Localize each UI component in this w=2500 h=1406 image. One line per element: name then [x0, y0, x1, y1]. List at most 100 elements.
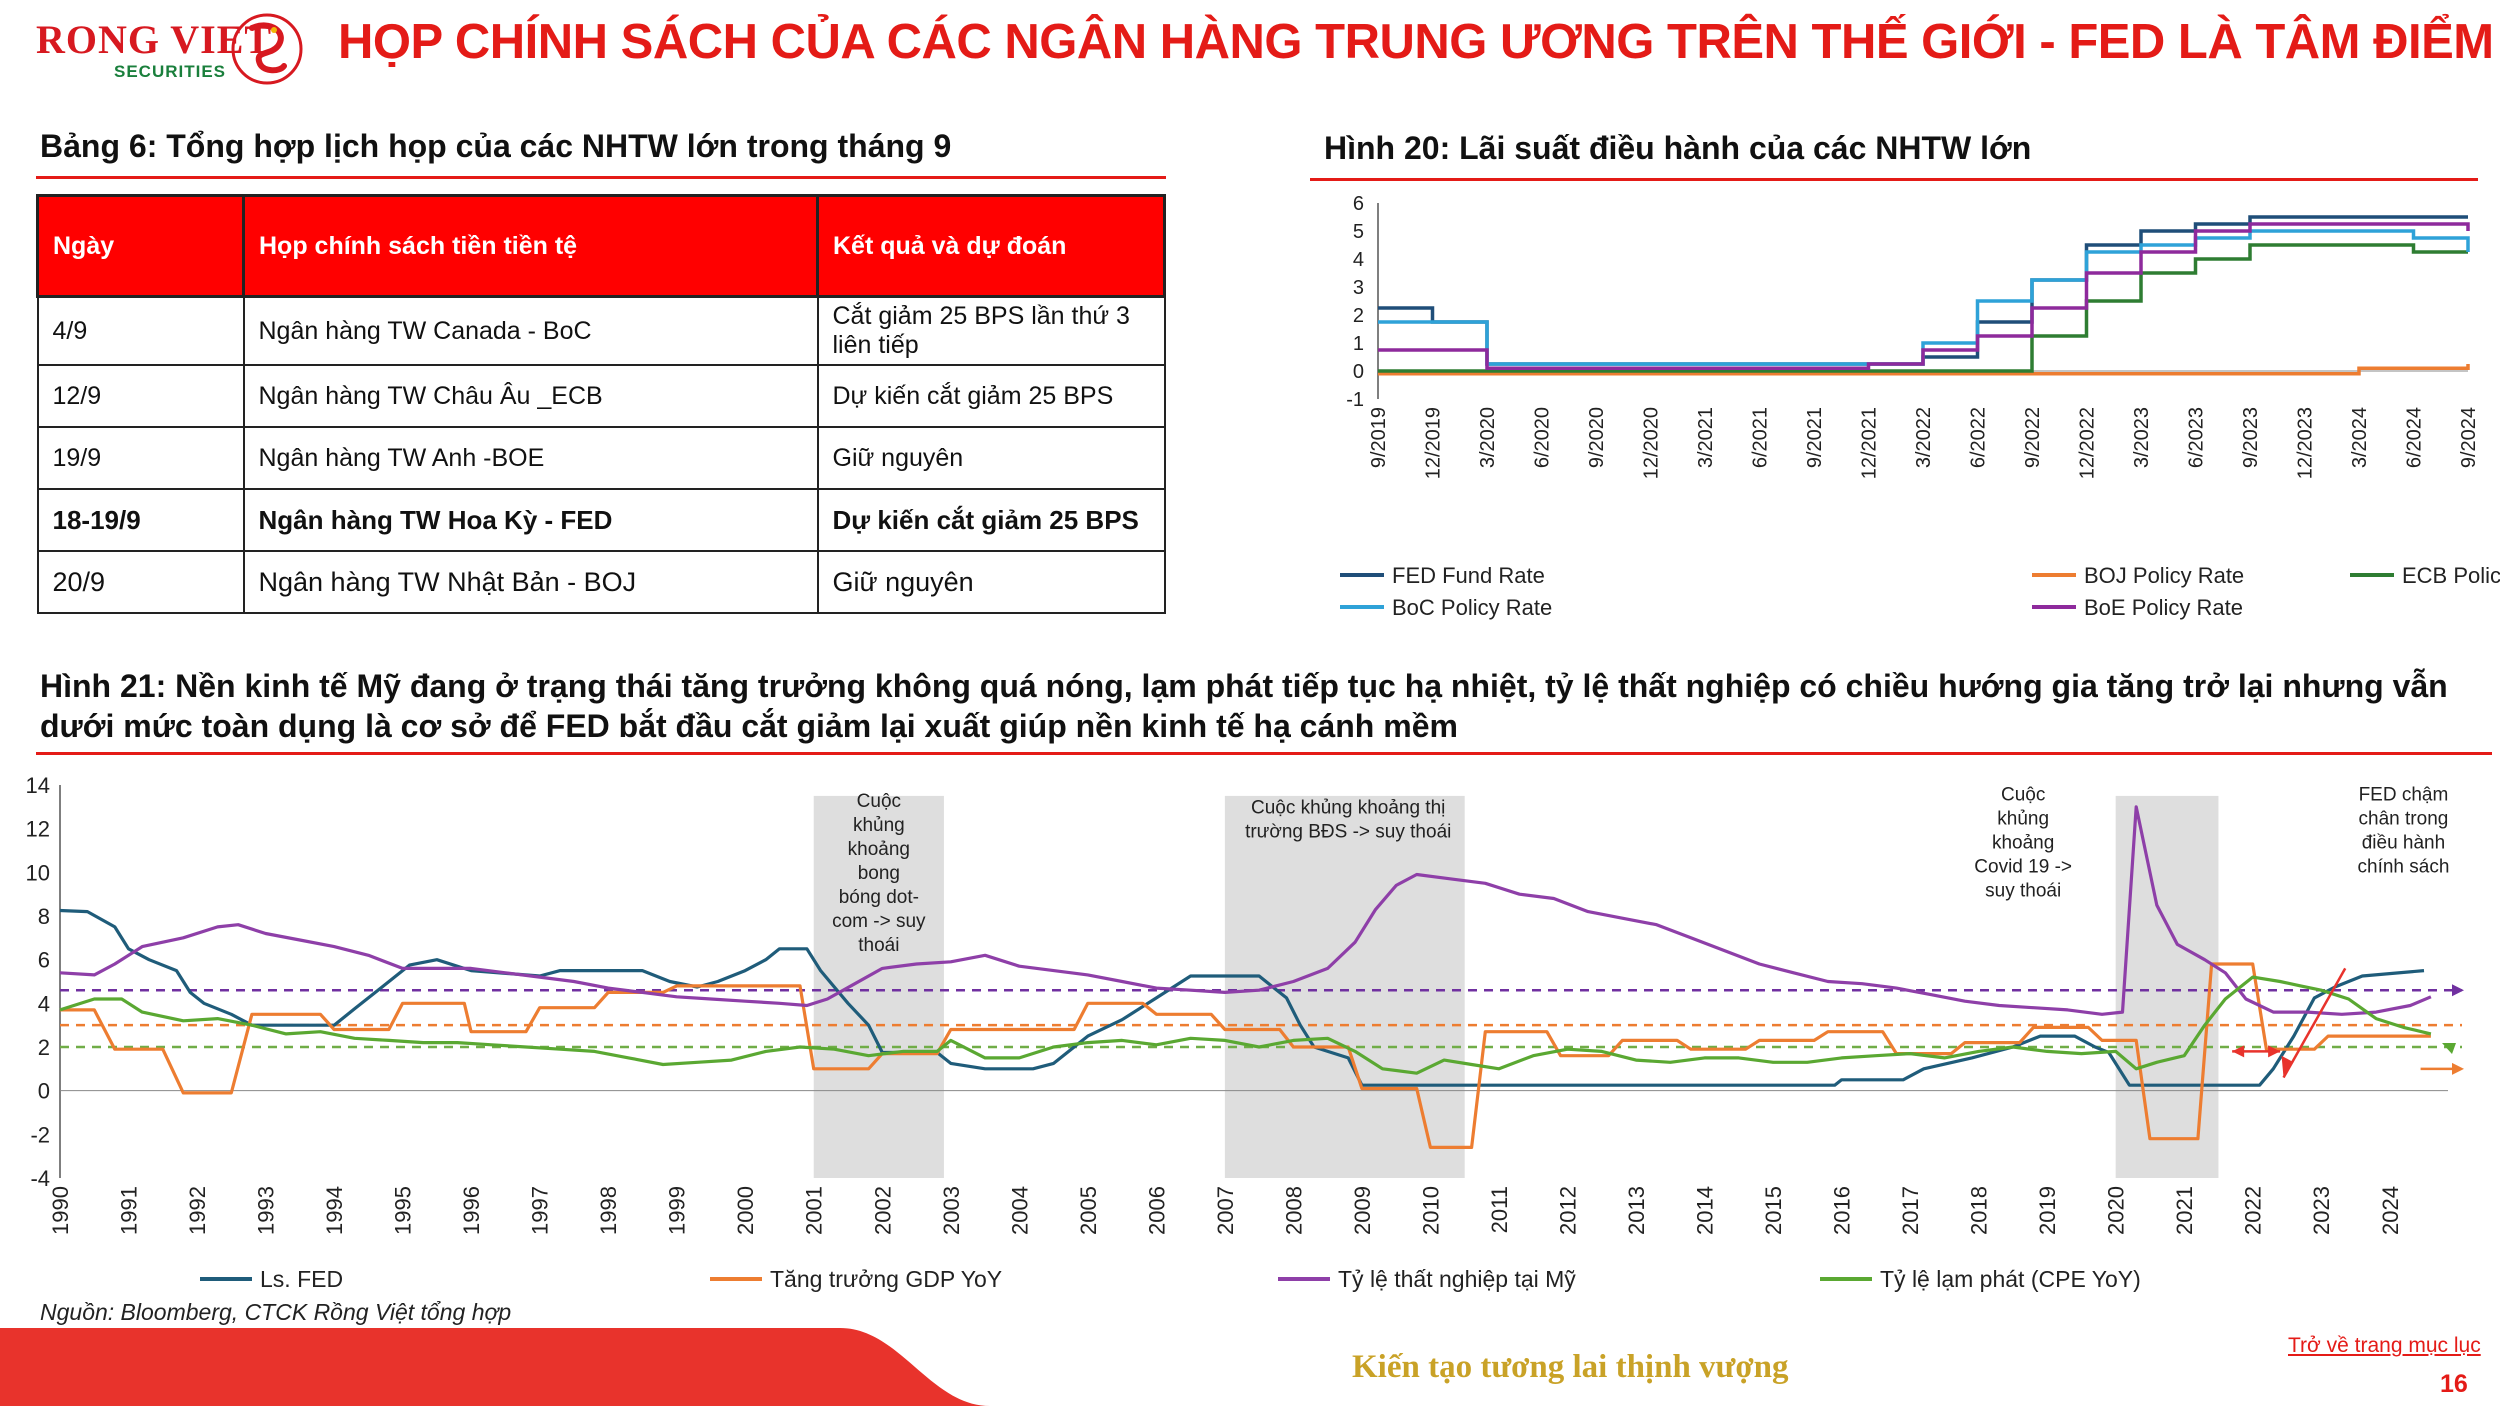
table-row: 4/9 Ngân hàng TW Canada - BoC Cắt giảm 2… — [36, 295, 1166, 366]
legend-label: FED Fund Rate — [1392, 563, 1545, 588]
x-tick-label: 12/2022 — [2077, 407, 2099, 479]
annotation-2: Cuộc khủng khoảng Covid 19 -> suy thoái — [1974, 784, 2072, 901]
table-cell: 20/9 — [36, 550, 245, 614]
table-cell: Giữ nguyên — [816, 426, 1166, 490]
x-tick-label: 2002 — [870, 1186, 895, 1235]
fig21-title-line2: dưới mức toàn dụng là cơ sở để FED bắt đ… — [40, 708, 1458, 744]
table-cell: Cắt giảm 25 BPS lần thứ 3 liên tiếp — [816, 295, 1166, 366]
x-tick-label: 2020 — [2104, 1186, 2129, 1235]
x-tick-label: 1998 — [596, 1186, 621, 1235]
table-cell: 19/9 — [36, 426, 245, 490]
y-tick-label: 0 — [1353, 361, 1364, 383]
y-tick-label: 2 — [38, 1035, 50, 1060]
table-row: 19/9 Ngân hàng TW Anh -BOE Giữ nguyên — [36, 426, 1166, 490]
x-tick-label: 3/2021 — [1695, 407, 1717, 468]
table-cell: Ngân hàng TW Hoa Kỳ - FED — [242, 488, 819, 552]
y-tick-label: 3 — [1353, 277, 1364, 299]
x-tick-label: 6/2021 — [1750, 407, 1772, 468]
y-tick-label: 4 — [38, 991, 50, 1016]
x-tick-label: 2012 — [1555, 1186, 1580, 1235]
footer-band — [0, 1328, 990, 1406]
back-to-contents-link[interactable]: Trở về trang mục lục — [2288, 1334, 2481, 1357]
x-tick-label: 2017 — [1898, 1186, 1923, 1235]
fig20-title: Hình 20: Lãi suất điều hành của các NHTW… — [1324, 130, 2032, 166]
table-cell: Ngân hàng TW Anh -BOE — [242, 426, 819, 490]
y-tick-label: 12 — [26, 817, 50, 842]
meeting-calendar-table: Ngày Họp chính sách tiền tiền tệ Kết quả… — [36, 194, 1166, 614]
x-tick-label: 2003 — [939, 1186, 964, 1235]
x-tick-label: 2021 — [2172, 1186, 2197, 1235]
x-tick-label: 2004 — [1007, 1186, 1032, 1235]
series-line-2 — [59, 805, 2432, 1016]
column-header-date: Ngày — [36, 194, 245, 298]
y-tick-label: -1 — [1346, 389, 1364, 411]
x-tick-label: 2010 — [1418, 1186, 1443, 1235]
x-tick-label: 3/2020 — [1477, 407, 1499, 468]
annotation-1: Cuộc khủng khoảng thị trường BĐS -> suy t… — [1245, 797, 1451, 842]
x-tick-label: 1994 — [322, 1186, 347, 1235]
table-cell: Dự kiến cắt giảm 25 BPS — [816, 488, 1166, 552]
x-tick-label: 9/2023 — [2240, 407, 2262, 468]
legend-label: Tỷ lệ thất nghiệp tại Mỹ — [1338, 1266, 1576, 1292]
y-tick-label: 5 — [1353, 221, 1364, 243]
x-tick-label: 6/2023 — [2186, 407, 2208, 468]
legend-label: Tăng trưởng GDP YoY — [770, 1266, 1002, 1292]
footer-tagline: Kiến tạo tương lai thịnh vượng — [1352, 1349, 1789, 1385]
recession-shade — [2115, 795, 2219, 1178]
legend-label: BOJ Policy Rate — [2084, 563, 2244, 588]
y-tick-label: 4 — [1353, 249, 1364, 271]
table-row: 12/9 Ngân hàng TW Châu Âu _ECB Dự kiến c… — [36, 364, 1166, 428]
table-cell: Ngân hàng TW Châu Âu _ECB — [242, 364, 819, 428]
x-tick-label: 2016 — [1830, 1186, 1855, 1235]
legend-label: ECB Policy Rate — [2402, 563, 2500, 588]
x-tick-label: 9/2024 — [2458, 407, 2480, 468]
y-tick-label: -2 — [30, 1122, 50, 1147]
fed-slow-arrowhead — [2281, 1055, 2294, 1078]
table-cell: Giữ nguyên — [816, 550, 1166, 614]
legend-label: Tỷ lệ lạm phát (CPE YoY) — [1880, 1266, 2141, 1292]
series-line-4 — [1378, 222, 2470, 370]
fig21-title-line1: Hình 21: Nền kinh tế Mỹ đang ở trạng thá… — [40, 668, 2448, 704]
x-tick-label: 9/2019 — [1368, 407, 1390, 468]
y-tick-label: 1 — [1353, 333, 1364, 355]
x-tick-label: 2001 — [802, 1186, 827, 1235]
x-tick-label: 6/2020 — [1532, 407, 1554, 468]
x-tick-label: 1993 — [254, 1186, 279, 1235]
source-note: Nguồn: Bloomberg, CTCK Rồng Việt tổng hợ… — [40, 1299, 512, 1325]
dragon-icon — [231, 13, 303, 85]
gdp-trend-arrowhead — [2452, 1062, 2464, 1075]
x-tick-label: 12/2019 — [1423, 407, 1445, 479]
x-tick-label: 2023 — [2309, 1186, 2334, 1235]
series-line-3 — [1378, 229, 2470, 366]
x-tick-label: 9/2022 — [2022, 407, 2044, 468]
fed-slow-arrow — [2282, 967, 2347, 1079]
x-tick-label: 2009 — [1350, 1186, 1375, 1235]
series-line-1 — [1378, 364, 2470, 376]
page-title: HỌP CHÍNH SÁCH CỦA CÁC NGÂN HÀNG TRUNG Ư… — [338, 15, 2494, 69]
x-tick-label: 2018 — [1967, 1186, 1992, 1235]
series-line-0 — [59, 908, 2425, 1087]
x-tick-label: 2005 — [1076, 1186, 1101, 1235]
brand-logo: RONG VIET SECURITIES — [18, 6, 303, 86]
x-tick-label: 3/2024 — [2349, 407, 2371, 468]
y-tick-label: 6 — [1353, 193, 1364, 215]
x-tick-label: 3/2023 — [2131, 407, 2153, 468]
x-tick-label: 1990 — [48, 1186, 73, 1235]
x-tick-label: 2011 — [1487, 1186, 1512, 1233]
brand-name: RONG VIET — [36, 17, 273, 62]
table-cell: 4/9 — [36, 295, 245, 366]
legend-label: BoE Policy Rate — [2084, 595, 2243, 620]
x-tick-label: 2000 — [733, 1186, 758, 1235]
table-cell: 12/9 — [36, 364, 245, 428]
x-tick-label: 2024 — [2378, 1186, 2403, 1235]
fig21-rule — [36, 752, 2492, 755]
y-tick-label: -4 — [30, 1166, 50, 1191]
table-row: 20/9 Ngân hàng TW Nhật Bản - BOJ Giữ ngu… — [36, 550, 1166, 614]
y-tick-label: 14 — [26, 773, 50, 798]
y-tick-label: 0 — [38, 1079, 50, 1104]
table-cell: Ngân hàng TW Canada - BoC — [242, 295, 819, 366]
x-tick-label: 1997 — [528, 1186, 553, 1235]
annotation-0: Cuộc khủng khoảng bong bóng dot-com -> suy th… — [832, 791, 926, 956]
x-tick-label: 6/2022 — [1968, 407, 1990, 468]
x-tick-label: 1991 — [117, 1186, 142, 1235]
